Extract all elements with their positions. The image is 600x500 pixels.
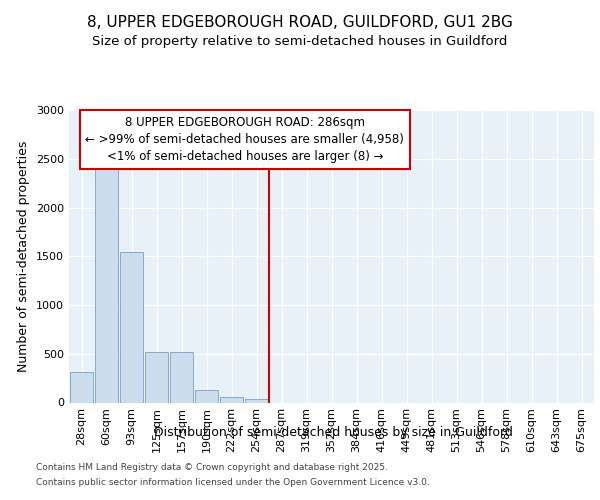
Text: 8, UPPER EDGEBOROUGH ROAD, GUILDFORD, GU1 2BG: 8, UPPER EDGEBOROUGH ROAD, GUILDFORD, GU…	[87, 15, 513, 30]
Text: Size of property relative to semi-detached houses in Guildford: Size of property relative to semi-detach…	[92, 34, 508, 48]
Text: Distribution of semi-detached houses by size in Guildford: Distribution of semi-detached houses by …	[154, 426, 512, 439]
Text: Contains public sector information licensed under the Open Government Licence v3: Contains public sector information licen…	[36, 478, 430, 487]
Bar	[245, 398, 268, 402]
Bar	[145, 352, 168, 403]
Y-axis label: Number of semi-detached properties: Number of semi-detached properties	[17, 140, 31, 372]
Text: 8 UPPER EDGEBOROUGH ROAD: 286sqm
← >99% of semi-detached houses are smaller (4,9: 8 UPPER EDGEBOROUGH ROAD: 286sqm ← >99% …	[85, 116, 404, 163]
Bar	[95, 166, 118, 402]
Bar	[220, 396, 243, 402]
Bar	[120, 252, 143, 402]
Bar	[170, 352, 193, 403]
Bar	[195, 390, 218, 402]
Text: Contains HM Land Registry data © Crown copyright and database right 2025.: Contains HM Land Registry data © Crown c…	[36, 463, 388, 472]
Bar	[70, 372, 93, 402]
